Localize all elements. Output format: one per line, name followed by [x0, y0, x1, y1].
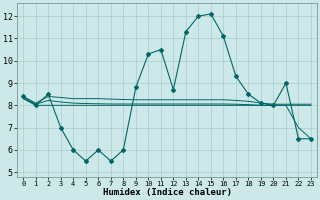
X-axis label: Humidex (Indice chaleur): Humidex (Indice chaleur) [103, 188, 232, 197]
